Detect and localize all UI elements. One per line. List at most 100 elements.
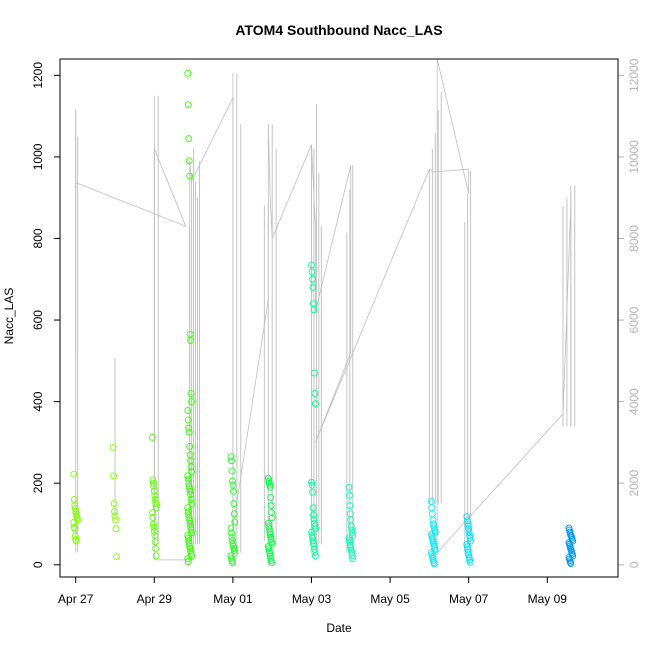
data-point-1-1 <box>110 472 118 480</box>
data-point-2-15 <box>151 538 159 546</box>
data-point-4-1 <box>228 457 235 465</box>
data-point-6-1 <box>308 268 316 276</box>
data-point-3-0 <box>184 69 192 77</box>
data-point-5-22 <box>266 552 274 560</box>
scatter-points-layer <box>70 69 577 568</box>
data-point-6-8 <box>311 400 319 408</box>
data-point-5-25 <box>268 559 276 567</box>
data-point-7-12 <box>346 541 354 549</box>
data-point-8-2 <box>428 510 436 518</box>
data-point-9-14 <box>465 553 473 561</box>
data-point-3-10 <box>184 416 192 424</box>
data-point-1-2 <box>110 500 118 508</box>
y-tick-label-1200: 1200 <box>31 62 45 89</box>
data-point-2-0 <box>148 434 156 441</box>
data-point-3-26 <box>188 500 196 508</box>
data-point-4-9 <box>227 524 235 532</box>
y2-tick-label-8000: 8000 <box>627 225 641 252</box>
data-point-6-20 <box>309 534 316 542</box>
data-point-3-4 <box>186 172 194 180</box>
data-point-2-2 <box>149 479 157 487</box>
data-point-5-16 <box>268 538 276 546</box>
data-point-3-27 <box>184 504 192 512</box>
data-point-2-5 <box>151 491 159 499</box>
data-point-0-11 <box>71 525 79 533</box>
data-point-4-10 <box>228 529 235 537</box>
data-point-2-9 <box>148 509 156 517</box>
data-point-5-6 <box>267 502 275 510</box>
data-point-2-7 <box>152 500 160 508</box>
data-point-6-3 <box>309 283 317 291</box>
data-point-3-2 <box>185 135 193 142</box>
x-tick-label-12: May 09 <box>528 592 568 606</box>
data-point-5-8 <box>268 514 276 522</box>
data-point-5-15 <box>267 536 275 543</box>
data-point-0-14 <box>72 537 80 545</box>
data-point-4-0 <box>227 453 235 461</box>
data-point-4-13 <box>229 540 237 548</box>
data-point-6-11 <box>309 488 316 496</box>
data-point-10-22 <box>567 560 575 567</box>
data-point-1-7 <box>112 553 120 561</box>
data-point-3-5 <box>186 330 194 338</box>
x-tick-label-4: May 01 <box>213 592 253 606</box>
data-point-2-11 <box>149 520 157 528</box>
data-point-7-13 <box>347 544 355 552</box>
data-point-6-13 <box>310 511 317 519</box>
data-point-7-9 <box>345 534 353 542</box>
data-point-8-17 <box>431 547 439 554</box>
y-tick-label-600: 600 <box>31 310 45 330</box>
data-point-3-35 <box>188 529 196 537</box>
data-point-3-23 <box>186 487 194 495</box>
data-point-7-5 <box>347 522 355 530</box>
data-point-7-8 <box>349 531 357 539</box>
data-point-6-5 <box>310 306 318 314</box>
data-point-7-0 <box>345 483 353 491</box>
data-point-9-0 <box>463 513 471 521</box>
data-point-4-11 <box>228 533 236 541</box>
data-point-9-1 <box>463 517 471 525</box>
data-point-5-12 <box>266 528 274 536</box>
data-point-2-13 <box>150 527 158 535</box>
data-point-1-0 <box>109 443 117 451</box>
data-point-5-14 <box>267 533 275 541</box>
y2-tick-label-4000: 4000 <box>627 388 641 415</box>
plot-frame <box>59 58 619 578</box>
data-point-1-5 <box>112 516 119 524</box>
data-point-6-2 <box>309 275 316 283</box>
data-point-3-6 <box>187 336 195 344</box>
data-point-3-14 <box>186 451 194 459</box>
data-point-6-25 <box>311 549 319 556</box>
data-point-6-21 <box>309 537 317 545</box>
x-tick-label-8: May 05 <box>370 592 410 606</box>
y-tick-label-200: 200 <box>31 473 45 493</box>
data-point-2-16 <box>152 544 160 552</box>
data-point-1-4 <box>111 512 119 520</box>
data-point-9-7 <box>466 534 474 542</box>
data-point-1-6 <box>112 525 120 533</box>
data-point-6-6 <box>310 369 318 377</box>
y2-tick-label-10000: 10000 <box>627 140 641 174</box>
data-point-2-17 <box>152 552 160 560</box>
data-point-3-37 <box>184 534 192 542</box>
data-point-5-5 <box>267 494 275 501</box>
data-point-5-20 <box>265 547 273 555</box>
data-point-3-42 <box>187 547 195 555</box>
data-point-3-24 <box>187 491 195 499</box>
data-point-5-19 <box>265 544 273 552</box>
data-point-6-26 <box>311 552 319 560</box>
x-tick-label-0: Apr 27 <box>58 592 94 606</box>
secondary-series-line <box>75 58 572 561</box>
data-point-3-46 <box>184 558 192 565</box>
data-point-7-17 <box>349 555 357 563</box>
data-point-7-6 <box>348 526 356 534</box>
x-axis-label: Date <box>326 621 352 635</box>
data-point-6-14 <box>310 515 318 523</box>
data-point-6-24 <box>310 545 318 553</box>
data-point-4-7 <box>230 510 238 518</box>
data-point-3-3 <box>185 157 193 165</box>
data-point-2-14 <box>151 531 159 539</box>
data-point-0-3 <box>71 505 79 512</box>
data-point-6-16 <box>311 522 319 530</box>
